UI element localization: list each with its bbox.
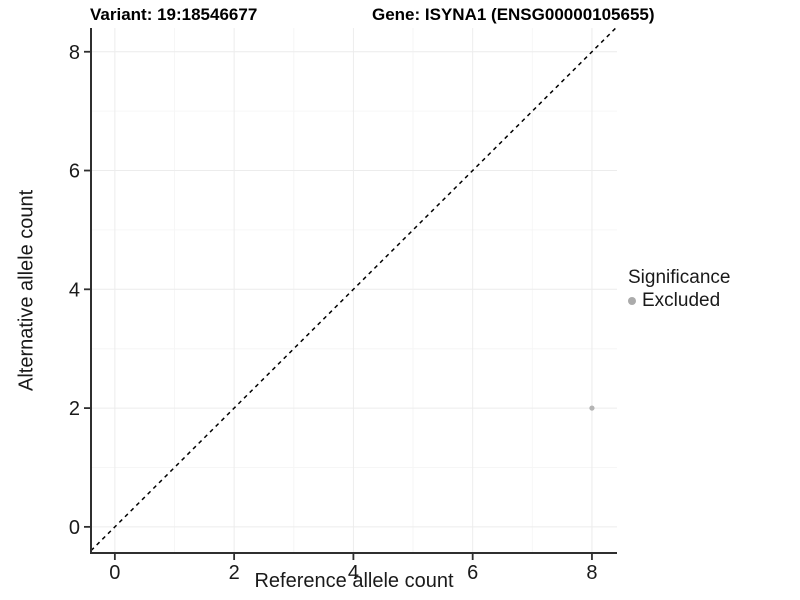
y-tick-label: 6	[69, 161, 80, 183]
variant-title: Variant: 19:18546677	[90, 5, 258, 24]
x-tick-label: 8	[586, 562, 597, 584]
y-tick-label: 4	[69, 279, 80, 301]
legend-entry-label: Excluded	[642, 289, 721, 311]
legend-title: Significance	[628, 267, 731, 288]
legend-entry-excluded: Excluded	[628, 289, 730, 312]
y-tick-label: 0	[69, 517, 80, 539]
excluded-dot-icon	[628, 296, 636, 305]
y-tick-label: 8	[69, 42, 80, 64]
gene-title: Gene: ISYNA1 (ENSG00000105655)	[372, 5, 655, 24]
x-tick-label: 0	[109, 562, 120, 584]
legend: Significance Excluded	[628, 266, 730, 312]
x-tick-label: 4	[348, 562, 359, 584]
y-tick-label: 2	[69, 398, 80, 420]
y-axis-title: Alternative allele count	[15, 189, 38, 392]
x-tick-label: 2	[229, 562, 240, 584]
x-axis-title: Reference allele count	[254, 570, 454, 592]
x-tick-label: 6	[467, 562, 478, 584]
data-point	[589, 405, 595, 411]
identity-line	[90, 27, 617, 552]
